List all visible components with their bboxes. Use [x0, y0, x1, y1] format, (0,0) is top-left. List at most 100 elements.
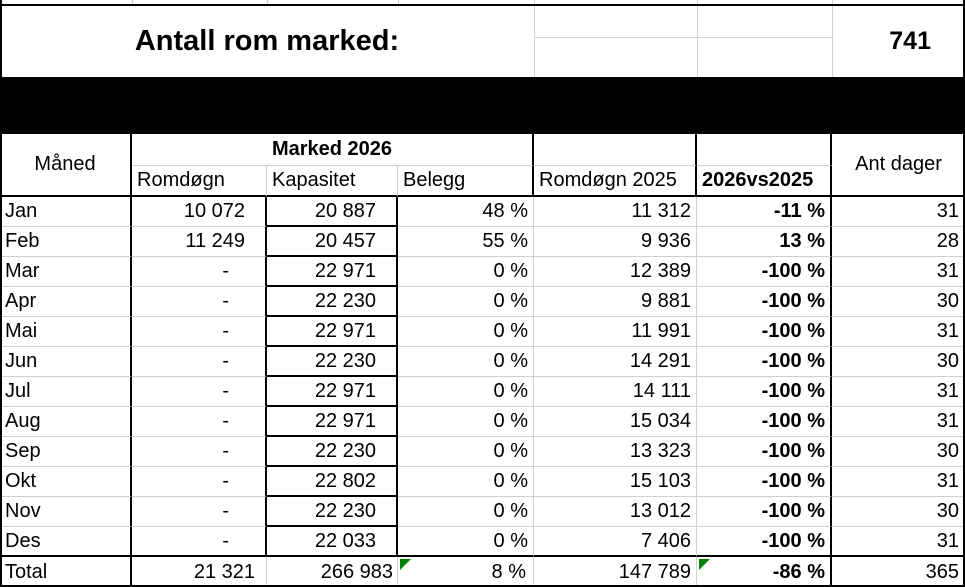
cell-ant-dager-nov[interactable]: 30 — [832, 497, 965, 527]
header-romdogn-2025[interactable]: Romdøgn 2025 — [534, 166, 697, 197]
empty-cell[interactable] — [535, 6, 698, 38]
cell-maaned-jan[interactable]: Jan — [0, 197, 132, 227]
cell-kapasitet-2026-total[interactable]: 266 983 — [267, 557, 398, 587]
cell-kapasitet-2026-nov[interactable]: 22 230 — [267, 497, 398, 527]
cell-maaned-okt[interactable]: Okt — [0, 467, 132, 497]
cell-belegg-2026-feb[interactable]: 55 % — [398, 227, 534, 257]
cell-maaned-apr[interactable]: Apr — [0, 287, 132, 317]
cell-2026vs2025-nov[interactable]: -100 % — [697, 497, 832, 527]
cell-2026vs2025-mar[interactable]: -100 % — [697, 257, 832, 287]
cell-maaned-total[interactable]: Total — [0, 557, 132, 587]
cell-ant-dager-feb[interactable]: 28 — [832, 227, 965, 257]
cell-kapasitet-2026-des[interactable]: 22 033 — [267, 527, 398, 557]
cell-maaned-mar[interactable]: Mar — [0, 257, 132, 287]
header-kapasitet-2026[interactable]: Kapasitet — [267, 166, 398, 197]
cell-ant-dager-total[interactable]: 365 — [925, 560, 959, 583]
cell-romdogn-2025-feb[interactable]: 9 936 — [534, 227, 697, 257]
cell-romdogn-2025-total[interactable]: 147 789 — [534, 557, 697, 587]
cell-2026vs2025-apr[interactable]: -100 % — [697, 287, 832, 317]
cell-belegg-2026-des[interactable]: 0 % — [398, 527, 534, 557]
empty-cell[interactable] — [535, 38, 698, 77]
empty-cell[interactable] — [698, 38, 833, 77]
cell-belegg-2026-nov[interactable]: 0 % — [398, 497, 534, 527]
cell-maaned-feb[interactable]: Feb — [0, 227, 132, 257]
header-ant-dager[interactable]: Ant dager — [832, 134, 965, 197]
cell-kapasitet-2026-jun[interactable]: 22 230 — [267, 347, 398, 377]
cell-ant-dager-mar[interactable]: 31 — [832, 257, 965, 287]
header-month[interactable]: Måned — [0, 134, 132, 197]
cell-ant-dager-aug[interactable]: 31 — [832, 407, 965, 437]
cell-romdogn-2025-jan[interactable]: 11 312 — [534, 197, 697, 227]
cell-maaned-jul[interactable]: Jul — [0, 377, 132, 407]
header-belegg-2026[interactable]: Belegg — [398, 166, 534, 197]
cell-ant-dager-jul[interactable]: 31 — [832, 377, 965, 407]
cell-romdogn-2025-jun[interactable]: 14 291 — [534, 347, 697, 377]
cell-romdogn-2026-total[interactable]: 21 321 — [132, 557, 267, 587]
cell-romdogn-2025-nov[interactable]: 13 012 — [534, 497, 697, 527]
hidden-rows-band[interactable] — [0, 77, 965, 134]
empty-cell[interactable] — [534, 134, 697, 166]
cell-kapasitet-2026-sep[interactable]: 22 230 — [267, 437, 398, 467]
cell-romdogn-2026-apr[interactable]: - — [132, 287, 267, 317]
cell-maaned-nov[interactable]: Nov — [0, 497, 132, 527]
cell-romdogn-2026-sep[interactable]: - — [132, 437, 267, 467]
cell-romdogn-2026-des[interactable]: - — [132, 527, 267, 557]
cell-maaned-jun[interactable]: Jun — [0, 347, 132, 377]
cell-kapasitet-2026-jan[interactable]: 20 887 — [267, 197, 398, 227]
cell-kapasitet-2026-aug[interactable]: 22 971 — [267, 407, 398, 437]
cell-2026vs2025-mai[interactable]: -100 % — [697, 317, 832, 347]
cell-maaned-des[interactable]: Des — [0, 527, 132, 557]
cell-maaned-sep[interactable]: Sep — [0, 437, 132, 467]
cell-romdogn-2025-mar[interactable]: 12 389 — [534, 257, 697, 287]
cell-belegg-2026-okt[interactable]: 0 % — [398, 467, 534, 497]
cell-ant-dager-des[interactable]: 31 — [832, 527, 965, 557]
cell-belegg-2026-mar[interactable]: 0 % — [398, 257, 534, 287]
cell-belegg-2026-mai[interactable]: 0 % — [398, 317, 534, 347]
cell-2026vs2025-des[interactable]: -100 % — [697, 527, 832, 557]
cell-romdogn-2026-jul[interactable]: - — [132, 377, 267, 407]
cell-ant-dager-apr[interactable]: 30 — [832, 287, 965, 317]
cell-belegg-2026-total[interactable]: 8 % — [398, 557, 534, 587]
cell-romdogn-2026-okt[interactable]: - — [132, 467, 267, 497]
cell-kapasitet-2026-okt[interactable]: 22 802 — [267, 467, 398, 497]
cell-kapasitet-2026-mar[interactable]: 22 971 — [267, 257, 398, 287]
cell-romdogn-2025-sep[interactable]: 13 323 — [534, 437, 697, 467]
cell-romdogn-2025-jul[interactable]: 14 111 — [534, 377, 697, 407]
cell-2026vs2025-okt[interactable]: -100 % — [697, 467, 832, 497]
cell-ant-dager-jan[interactable]: 31 — [832, 197, 965, 227]
cell-2026vs2025-sep[interactable]: -100 % — [697, 437, 832, 467]
cell-2026vs2025-jun[interactable]: -100 % — [697, 347, 832, 377]
cell-maaned-mai[interactable]: Mai — [0, 317, 132, 347]
cell-2026vs2025-aug[interactable]: -100 % — [697, 407, 832, 437]
header-romdogn-2026[interactable]: Romdøgn — [132, 166, 267, 197]
cell-romdogn-2025-mai[interactable]: 11 991 — [534, 317, 697, 347]
cell-romdogn-2026-mar[interactable]: - — [132, 257, 267, 287]
cell-belegg-2026-jan[interactable]: 48 % — [398, 197, 534, 227]
cell-belegg-2026-jun[interactable]: 0 % — [398, 347, 534, 377]
cell-romdogn-2025-aug[interactable]: 15 034 — [534, 407, 697, 437]
cell-ant-dager-sep[interactable]: 30 — [832, 437, 965, 467]
cell-romdogn-2025-des[interactable]: 7 406 — [534, 527, 697, 557]
cell-2026vs2025-feb[interactable]: 13 % — [697, 227, 832, 257]
cell-romdogn-2026-aug[interactable]: - — [132, 407, 267, 437]
cell-belegg-2026-aug[interactable]: 0 % — [398, 407, 534, 437]
cell-ant-dager-okt[interactable]: 31 — [832, 467, 965, 497]
cell-romdogn-2025-apr[interactable]: 9 881 — [534, 287, 697, 317]
empty-cell[interactable] — [698, 6, 833, 38]
cell-2026vs2025-total[interactable]: -86 % — [697, 557, 832, 587]
cell-2026vs2025-jul[interactable]: -100 % — [697, 377, 832, 407]
cell-kapasitet-2026-apr[interactable]: 22 230 — [267, 287, 398, 317]
sheet-title-cell[interactable]: Antall rom marked: — [134, 25, 400, 57]
header-group-marked-2026[interactable]: Marked 2026 — [132, 134, 534, 166]
cell-belegg-2026-jul[interactable]: 0 % — [398, 377, 534, 407]
cell-maaned-aug[interactable]: Aug — [0, 407, 132, 437]
header-2026vs2025[interactable]: 2026vs2025 — [697, 166, 832, 197]
empty-cell[interactable] — [697, 134, 832, 166]
cell-ant-dager-mai[interactable]: 31 — [832, 317, 965, 347]
cell-romdogn-2026-jan[interactable]: 10 072 — [132, 197, 267, 227]
cell-kapasitet-2026-feb[interactable]: 20 457 — [267, 227, 398, 257]
cell-belegg-2026-sep[interactable]: 0 % — [398, 437, 534, 467]
cell-kapasitet-2026-mai[interactable]: 22 971 — [267, 317, 398, 347]
rooms-count-cell[interactable]: 741 — [889, 27, 931, 55]
cell-romdogn-2026-feb[interactable]: 11 249 — [132, 227, 267, 257]
